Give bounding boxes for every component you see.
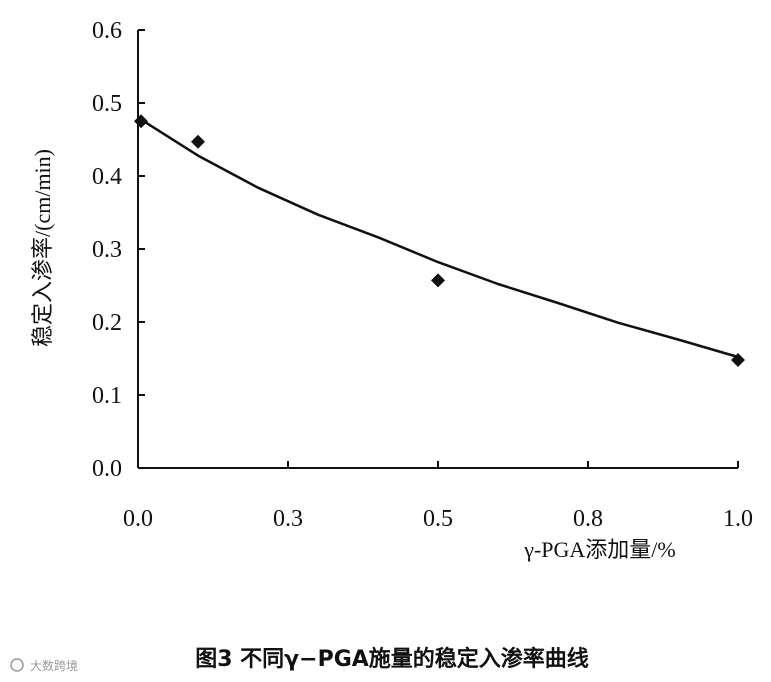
trendline-curve: [137, 116, 739, 359]
y-tick-label: 0.1: [92, 383, 122, 409]
chart-axes: [137, 29, 739, 469]
x-tick-label: 0.0: [123, 506, 153, 532]
data-point-diamond: [191, 134, 205, 149]
data-points-layer: [134, 114, 745, 367]
data-point-diamond: [731, 352, 745, 367]
y-tick-label: 0.2: [92, 310, 122, 336]
y-axis-label: 稳定入渗率/(cm/min): [30, 149, 55, 347]
y-tick-label: 0.6: [92, 18, 122, 44]
x-tick-label: 0.5: [423, 506, 453, 532]
x-tick-label: 0.3: [273, 506, 303, 532]
data-point-diamond: [431, 273, 445, 288]
watermark-text: 大数跨境: [30, 658, 78, 673]
figure-caption: 图3 不同γ−PGA施量的稳定入渗率曲线: [195, 646, 589, 672]
data-point-diamond: [134, 114, 148, 129]
x-tick-label: 0.8: [573, 506, 603, 532]
trendline-layer: [137, 116, 739, 359]
watermark-logo-icon: [10, 658, 24, 672]
x-axis-label: γ-PGA添加量/%: [523, 537, 676, 562]
x-tick-label: 1.0: [723, 506, 753, 532]
y-tick-label: 0.0: [92, 456, 122, 482]
y-tick-label: 0.4: [92, 164, 122, 190]
watermark: 大数跨境: [10, 658, 78, 673]
y-tick-label: 0.3: [92, 237, 122, 263]
y-tick-label: 0.5: [92, 91, 122, 117]
tick-labels-layer: 0.0 0.1 0.2 0.3 0.4 0.5 0.6 0.0 0.3 0.5 0.8 1.0: [92, 18, 753, 532]
